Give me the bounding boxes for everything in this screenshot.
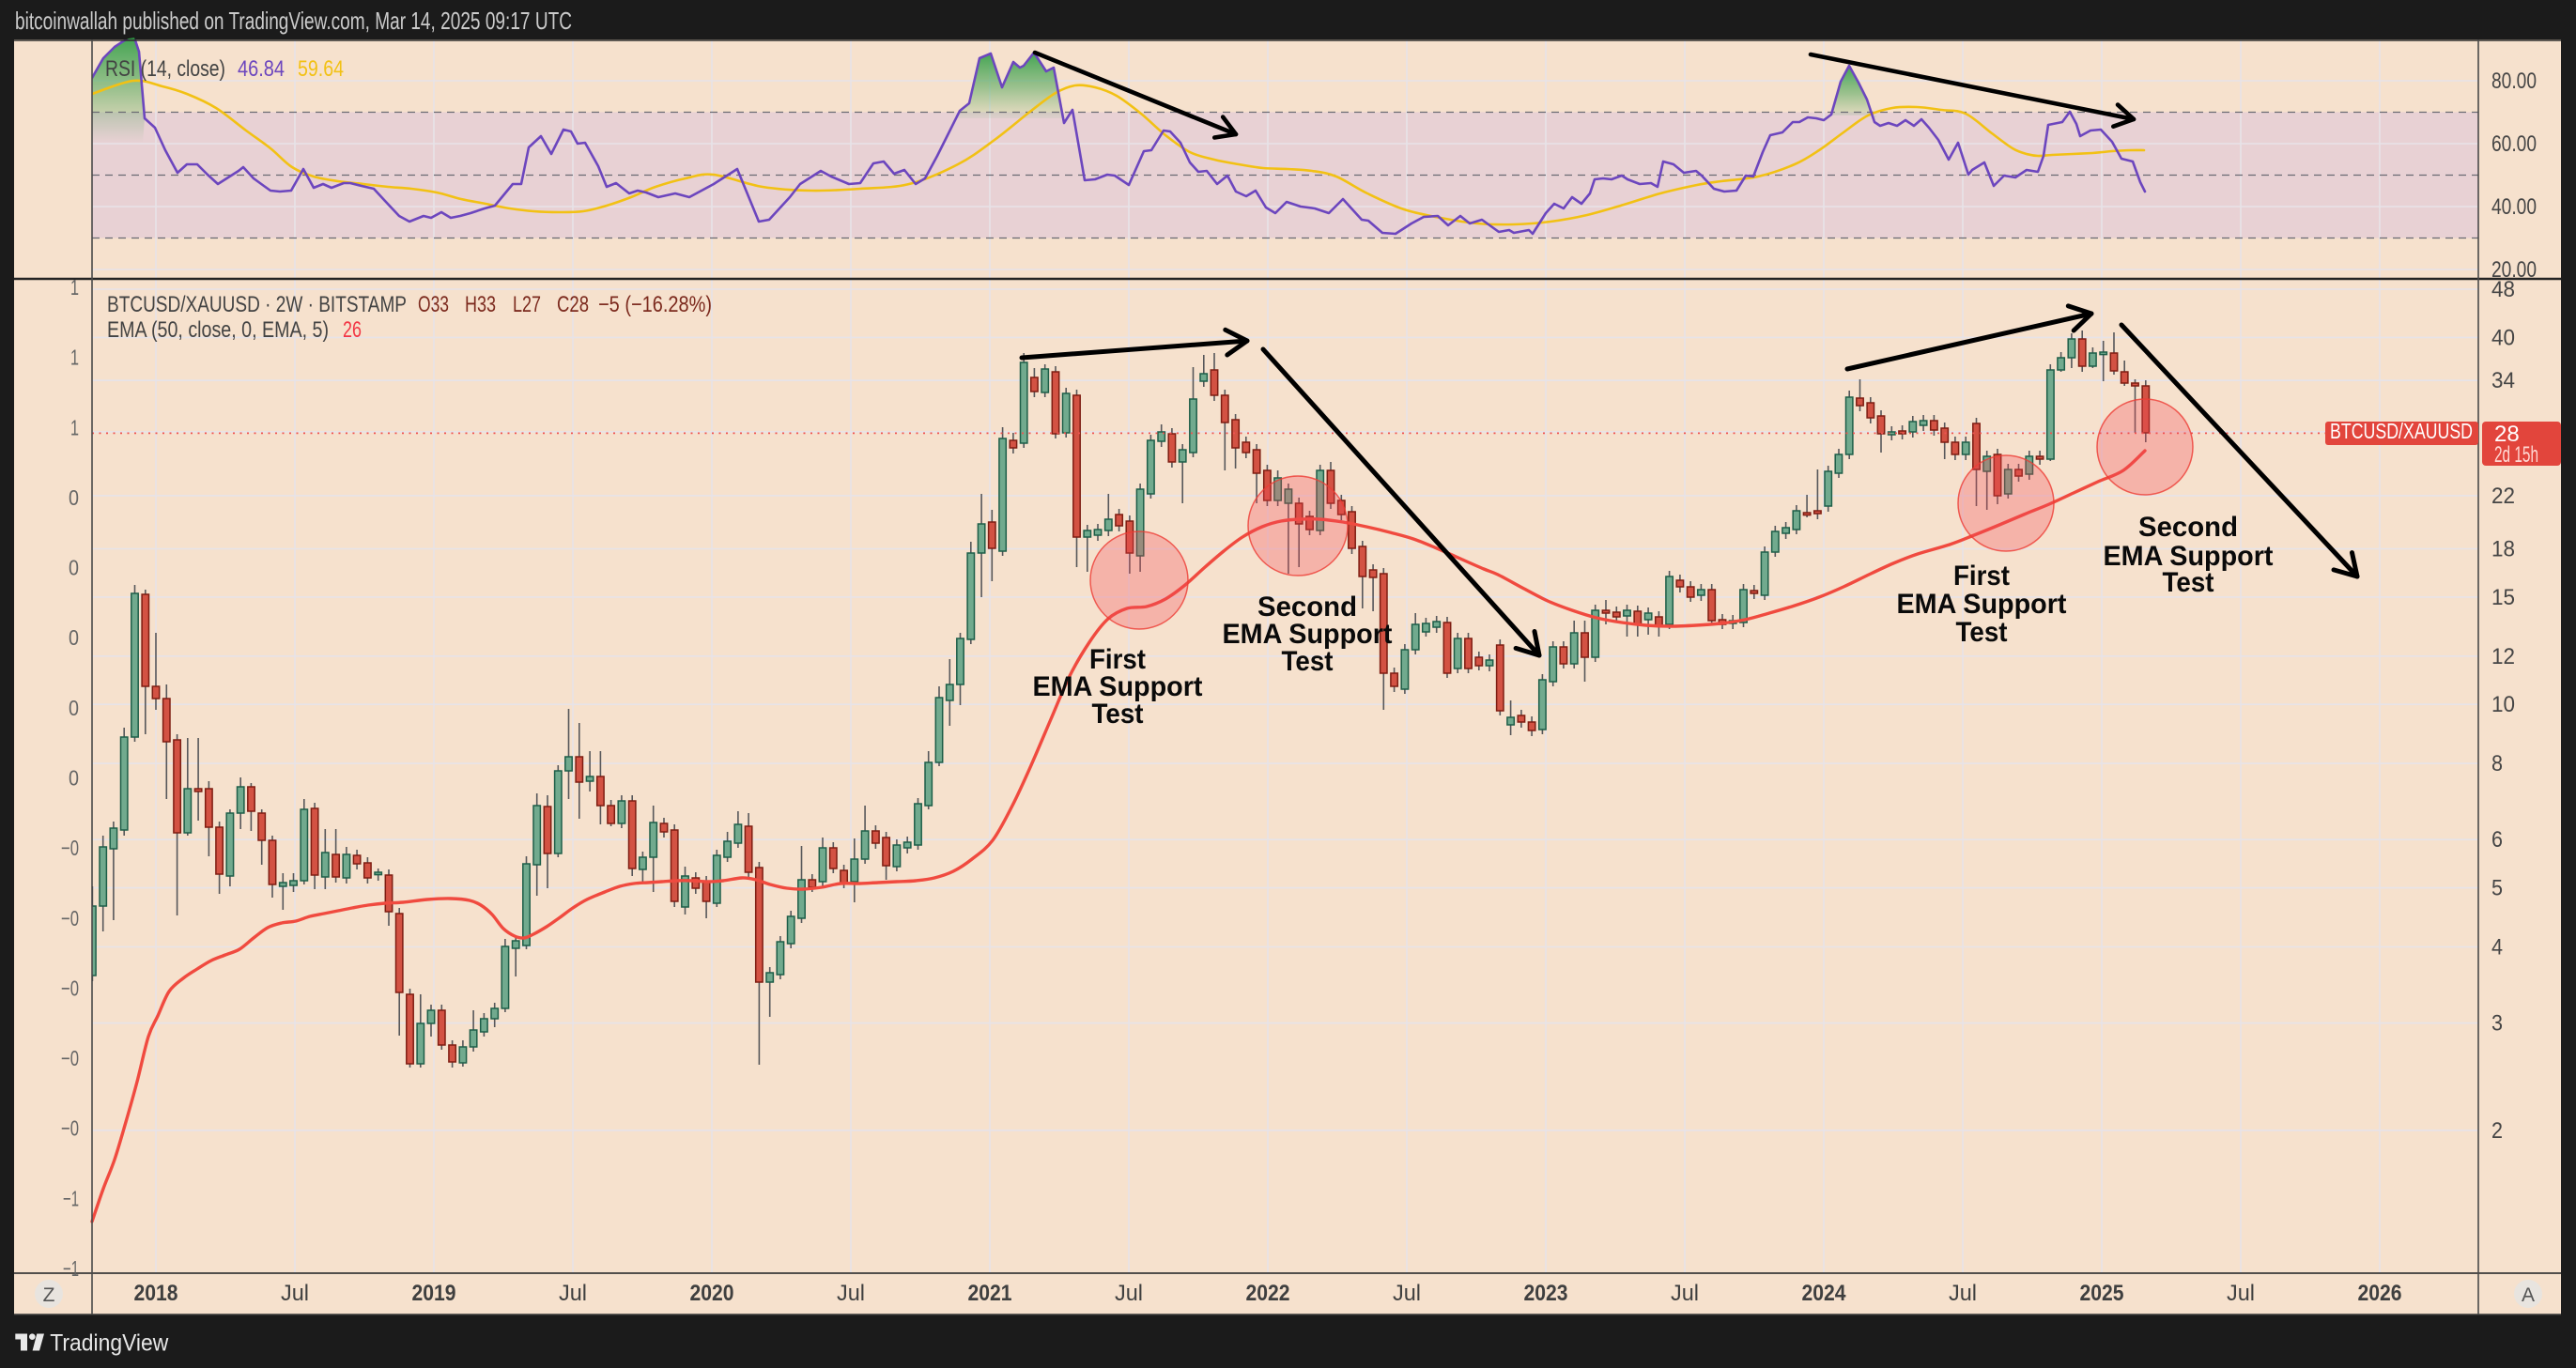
svg-text:Jul: Jul: [1115, 1281, 1143, 1306]
svg-text:2026: 2026: [2358, 1281, 2402, 1306]
svg-text:Jul: Jul: [2227, 1281, 2255, 1306]
svg-text:TradingView: TradingView: [50, 1330, 169, 1357]
svg-text:Jul: Jul: [1671, 1281, 1699, 1306]
svg-text:−0: −0: [61, 1116, 79, 1141]
svg-text:First: First: [1089, 644, 1146, 675]
svg-text:48: 48: [2491, 277, 2515, 302]
svg-text:Test: Test: [1282, 646, 1334, 677]
svg-text:Test: Test: [1092, 699, 1144, 730]
svg-text:EMA (50, close, 0, EMA, 5): EMA (50, close, 0, EMA, 5): [107, 317, 329, 343]
svg-text:28: 28: [2494, 422, 2520, 447]
svg-text:H33: H33: [465, 292, 496, 317]
svg-text:C28: C28: [557, 292, 589, 317]
svg-text:−1: −1: [63, 1256, 79, 1281]
svg-text:Jul: Jul: [281, 1281, 309, 1306]
svg-text:1: 1: [70, 275, 79, 300]
svg-text:22: 22: [2491, 484, 2515, 509]
svg-text:20.00: 20.00: [2491, 257, 2537, 283]
svg-text:EMA Support: EMA Support: [1033, 671, 1203, 702]
svg-text:−1: −1: [63, 1186, 79, 1210]
svg-text:46.84: 46.84: [238, 56, 285, 82]
svg-text:EMA Support: EMA Support: [1897, 589, 2067, 620]
svg-text:0: 0: [69, 766, 79, 791]
svg-text:bitcoinwallah published on Tra: bitcoinwallah published on TradingView.c…: [15, 7, 572, 35]
svg-text:O33: O33: [418, 292, 449, 317]
svg-text:0: 0: [69, 485, 79, 510]
svg-text:−0: −0: [61, 836, 79, 860]
svg-text:59.64: 59.64: [298, 56, 344, 82]
svg-text:2020: 2020: [690, 1281, 734, 1306]
svg-text:2: 2: [2491, 1118, 2503, 1144]
svg-text:Jul: Jul: [1393, 1281, 1421, 1306]
svg-text:2023: 2023: [1524, 1281, 1568, 1306]
svg-text:−0: −0: [61, 906, 79, 930]
svg-text:60.00: 60.00: [2491, 131, 2537, 157]
svg-text:Second: Second: [2138, 512, 2238, 543]
svg-text:0: 0: [69, 625, 79, 650]
svg-text:RSI (14, close): RSI (14, close): [105, 56, 225, 82]
svg-text:First: First: [1953, 561, 2010, 592]
svg-text:−0: −0: [61, 976, 79, 1000]
svg-text:2d 15h: 2d 15h: [2494, 442, 2538, 468]
svg-text:2018: 2018: [134, 1281, 178, 1306]
svg-text:Test: Test: [2163, 567, 2214, 598]
svg-text:34: 34: [2491, 368, 2515, 393]
svg-text:2025: 2025: [2080, 1281, 2124, 1306]
svg-text:18: 18: [2491, 537, 2515, 562]
svg-text:26: 26: [343, 317, 362, 343]
svg-text:80.00: 80.00: [2491, 69, 2537, 94]
svg-text:0: 0: [69, 556, 79, 580]
svg-text:1: 1: [70, 346, 79, 370]
svg-text:10: 10: [2491, 692, 2515, 717]
svg-text:A: A: [2522, 1284, 2535, 1306]
svg-text:−0: −0: [61, 1046, 79, 1070]
svg-text:Second: Second: [1257, 592, 1357, 623]
svg-text:40: 40: [2491, 325, 2515, 350]
svg-text:15: 15: [2491, 585, 2515, 610]
svg-text:Jul: Jul: [837, 1281, 865, 1306]
svg-text:1: 1: [70, 415, 79, 439]
svg-text:12: 12: [2491, 644, 2515, 669]
svg-text:3: 3: [2491, 1011, 2503, 1037]
svg-text:5: 5: [2491, 876, 2503, 901]
svg-text:2021: 2021: [968, 1281, 1012, 1306]
svg-text:40.00: 40.00: [2491, 194, 2537, 220]
svg-text:Test: Test: [1956, 617, 2008, 648]
svg-text:2022: 2022: [1246, 1281, 1290, 1306]
svg-text:Jul: Jul: [559, 1281, 587, 1306]
svg-text:2019: 2019: [412, 1281, 456, 1306]
svg-text:L27: L27: [513, 292, 541, 317]
svg-text:−5 (−16.28%): −5 (−16.28%): [598, 292, 712, 317]
svg-text:Jul: Jul: [1949, 1281, 1977, 1306]
svg-text:EMA Support: EMA Support: [1223, 619, 1393, 650]
svg-text:8: 8: [2491, 751, 2503, 776]
svg-text:BTCUSD/XAUUSD · 2W · BITSTAMP: BTCUSD/XAUUSD · 2W · BITSTAMP: [107, 292, 407, 317]
svg-text:4: 4: [2491, 935, 2503, 961]
svg-text:2024: 2024: [1802, 1281, 1847, 1306]
svg-text:EMA Support: EMA Support: [2104, 541, 2274, 572]
svg-text:Z: Z: [43, 1284, 55, 1306]
svg-text:0: 0: [69, 696, 79, 720]
svg-text:6: 6: [2491, 827, 2503, 853]
svg-text:BTCUSD/XAUUSD: BTCUSD/XAUUSD: [2330, 419, 2473, 443]
